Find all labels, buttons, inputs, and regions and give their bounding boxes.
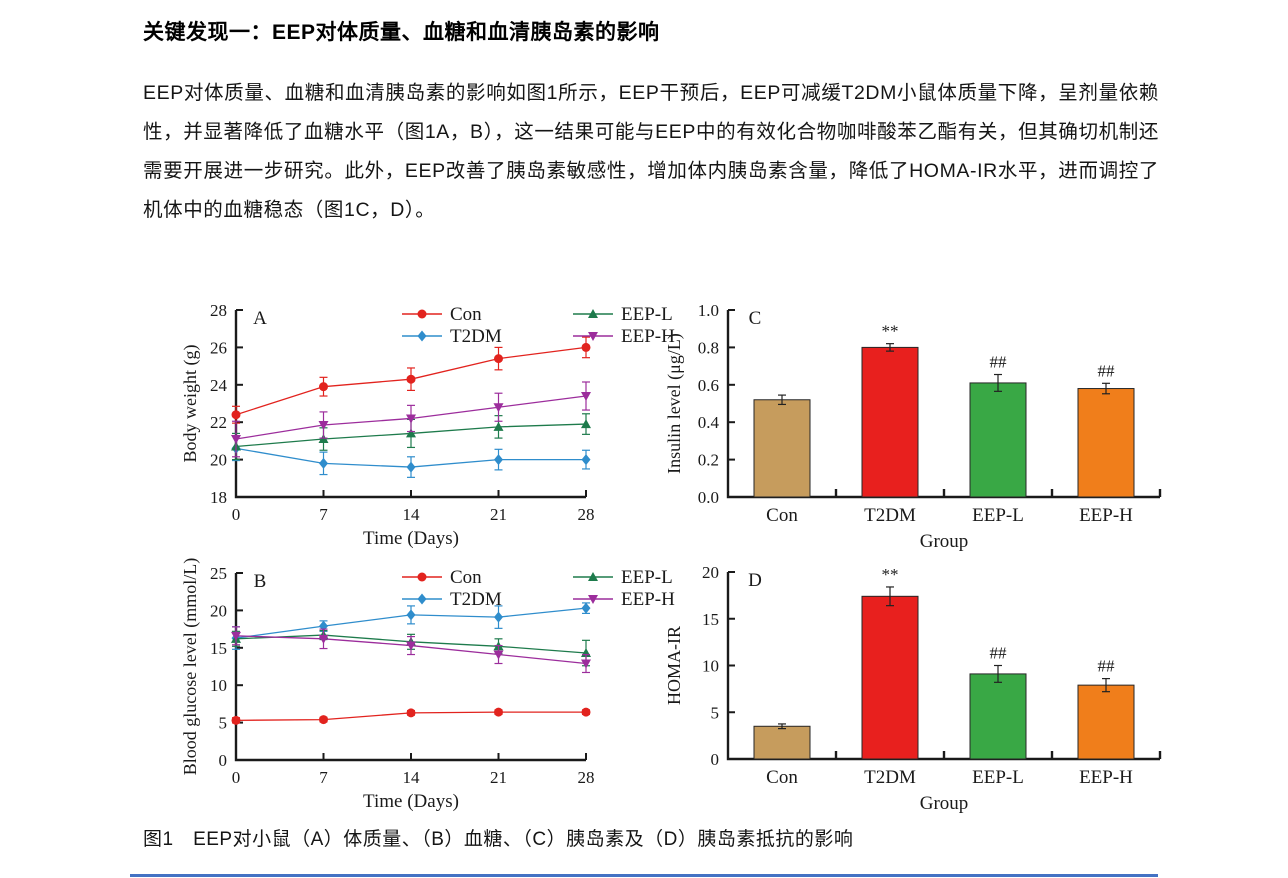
svg-text:Time (Days): Time (Days) bbox=[363, 528, 459, 549]
body-paragraph: EEP对体质量、血糖和血清胰岛素的影响如图1所示，EEP干预后，EEP可减缓T2… bbox=[143, 82, 1159, 221]
section-heading: 关键发现一：EEP对体质量、血糖和血清胰岛素的影响 bbox=[143, 21, 660, 44]
svg-text:**: ** bbox=[882, 322, 899, 341]
svg-text:21: 21 bbox=[490, 768, 507, 787]
svg-text:EEP-L: EEP-L bbox=[621, 567, 673, 588]
panel-a-body-weight-chart: 18 20 22 24 26 28 0 7 14 21 28 Time (Days) Body weig… bbox=[180, 301, 675, 549]
svg-text:14: 14 bbox=[403, 768, 421, 787]
svg-text:7: 7 bbox=[319, 505, 328, 524]
svg-text:0.4: 0.4 bbox=[698, 413, 720, 432]
svg-text:21: 21 bbox=[490, 505, 507, 524]
panel-c-insulin-level-chart: 0.0 0.2 0.4 0.6 0.8 1.0 Con ** T2DM ## EEP-L ## EEP-… bbox=[665, 301, 1162, 552]
svg-text:Con: Con bbox=[766, 767, 798, 788]
svg-text:##: ## bbox=[990, 644, 1008, 663]
svg-text:28: 28 bbox=[578, 768, 595, 787]
svg-text:EEP-H: EEP-H bbox=[621, 589, 675, 610]
svg-text:28: 28 bbox=[578, 505, 595, 524]
svg-text:##: ## bbox=[1098, 361, 1116, 380]
figure-caption: 图1 EEP对小鼠（A）体质量、（B）血糖、（C）胰岛素及（D）胰岛素抵抗的影响 bbox=[143, 829, 854, 850]
svg-text:20: 20 bbox=[702, 563, 719, 582]
svg-text:0.8: 0.8 bbox=[698, 338, 719, 357]
svg-text:0.2: 0.2 bbox=[698, 451, 719, 470]
svg-text:EEP-H: EEP-H bbox=[621, 326, 675, 347]
svg-text:Body weight (g): Body weight (g) bbox=[180, 345, 201, 463]
svg-text:0: 0 bbox=[711, 750, 720, 769]
svg-text:Group: Group bbox=[920, 531, 969, 552]
svg-text:15: 15 bbox=[210, 639, 227, 658]
svg-text:5: 5 bbox=[711, 703, 720, 722]
svg-text:EEP-H: EEP-H bbox=[1079, 505, 1133, 526]
svg-text:5: 5 bbox=[219, 714, 228, 733]
svg-text:28: 28 bbox=[210, 301, 227, 320]
svg-text:T2DM: T2DM bbox=[864, 505, 916, 526]
svg-text:25: 25 bbox=[210, 564, 227, 583]
svg-text:10: 10 bbox=[210, 676, 227, 695]
svg-text:22: 22 bbox=[210, 413, 227, 432]
svg-text:T2DM: T2DM bbox=[450, 326, 502, 347]
svg-text:14: 14 bbox=[403, 505, 421, 524]
svg-text:EEP-L: EEP-L bbox=[621, 304, 673, 325]
svg-text:Group: Group bbox=[920, 793, 969, 814]
panel-b-blood-glucose-chart: 0 5 10 15 20 25 0 7 14 21 28 Time (Days) Blood gluco… bbox=[180, 558, 675, 812]
svg-text:0: 0 bbox=[232, 505, 241, 524]
svg-text:Blood glucose level (mmol/L): Blood glucose level (mmol/L) bbox=[180, 558, 201, 775]
svg-text:C: C bbox=[749, 308, 762, 329]
svg-text:**: ** bbox=[882, 565, 899, 584]
svg-text:10: 10 bbox=[702, 657, 719, 676]
svg-text:24: 24 bbox=[210, 376, 228, 395]
svg-text:EEP-L: EEP-L bbox=[972, 767, 1024, 788]
svg-text:0.0: 0.0 bbox=[698, 488, 719, 507]
svg-text:D: D bbox=[748, 570, 762, 591]
svg-text:##: ## bbox=[990, 353, 1008, 372]
svg-text:15: 15 bbox=[702, 610, 719, 629]
svg-text:0: 0 bbox=[232, 768, 241, 787]
svg-text:20: 20 bbox=[210, 601, 227, 620]
svg-text:Insulin level (μg/L): Insulin level (μg/L) bbox=[665, 333, 685, 474]
svg-text:Con: Con bbox=[766, 505, 798, 526]
svg-text:Time (Days): Time (Days) bbox=[363, 791, 459, 812]
bottom-divider bbox=[130, 874, 1158, 877]
svg-text:20: 20 bbox=[210, 451, 227, 470]
svg-text:T2DM: T2DM bbox=[864, 767, 916, 788]
svg-text:Con: Con bbox=[450, 567, 482, 588]
svg-text:EEP-L: EEP-L bbox=[972, 505, 1024, 526]
svg-text:1.0: 1.0 bbox=[698, 301, 719, 320]
svg-text:B: B bbox=[254, 571, 267, 592]
svg-text:26: 26 bbox=[210, 338, 227, 357]
svg-text:Con: Con bbox=[450, 304, 482, 325]
svg-text:A: A bbox=[253, 308, 267, 329]
svg-text:18: 18 bbox=[210, 488, 227, 507]
svg-text:0.6: 0.6 bbox=[698, 376, 719, 395]
svg-text:0: 0 bbox=[219, 751, 228, 770]
svg-text:##: ## bbox=[1098, 657, 1116, 676]
panel-d-homa-ir-chart: 0 5 10 15 20 Con ** T2DM ## EEP-L ## EEP-H Group HOMA… bbox=[665, 563, 1162, 814]
svg-text:EEP-H: EEP-H bbox=[1079, 767, 1133, 788]
svg-text:T2DM: T2DM bbox=[450, 589, 502, 610]
svg-text:HOMA-IR: HOMA-IR bbox=[665, 626, 684, 705]
svg-text:7: 7 bbox=[319, 768, 328, 787]
